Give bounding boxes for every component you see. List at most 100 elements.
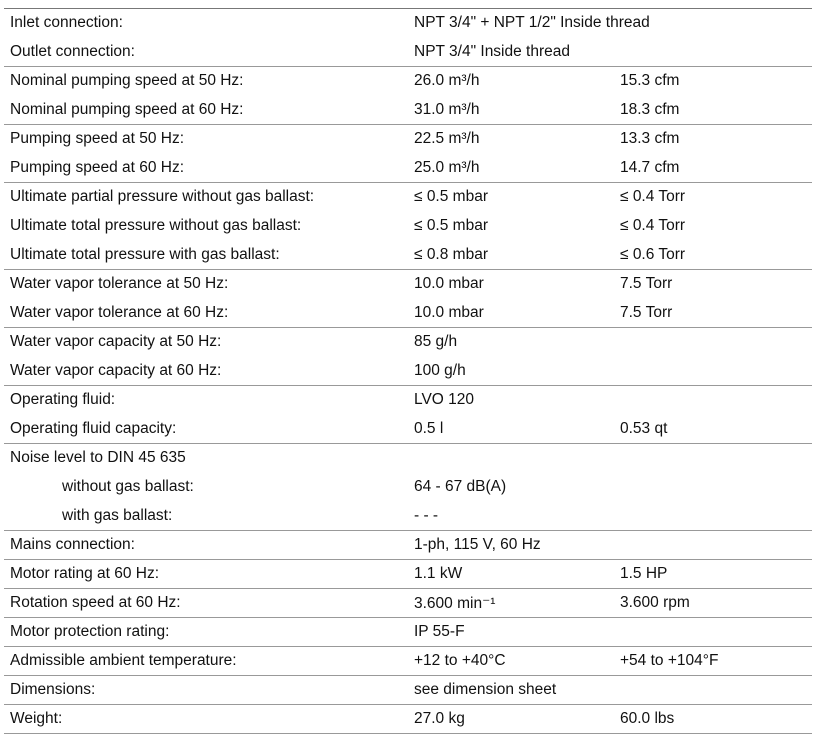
spec-label: Water vapor tolerance at 50 Hz: <box>10 275 229 293</box>
spec-value: 22.5 m³/h <box>414 130 480 148</box>
row-group: Ultimate partial pressure without gas ba… <box>4 183 812 270</box>
spec-value: 14.7 cfm <box>620 158 680 176</box>
spec-value: see dimension sheet <box>414 681 557 698</box>
spec-value: 60.0 lbs <box>620 710 675 727</box>
spec-value <box>614 328 812 357</box>
spec-label: Water vapor capacity at 60 Hz: <box>10 361 222 379</box>
spec-row: Outlet connection: NPT 3/4" Inside thread <box>4 38 812 67</box>
row-group: Dimensions: see dimension sheet <box>4 676 812 705</box>
spec-label: Pumping speed at 50 Hz: <box>10 130 185 148</box>
row-group: Weight: 27.0 kg 60.0 lbs <box>4 705 812 734</box>
spec-value: ≤ 0.5 mbar <box>414 217 488 234</box>
spec-row: Ultimate total pressure without gas ball… <box>4 212 812 241</box>
spec-label: Nominal pumping speed at 60 Hz: <box>10 100 244 118</box>
spec-row: Operating fluid: LVO 120 <box>4 386 812 415</box>
spec-value: 31.0 m³/h <box>414 100 480 118</box>
spec-value <box>614 473 812 502</box>
spec-value: ≤ 0.4 Torr <box>620 188 686 206</box>
spec-row: Water vapor tolerance at 60 Hz: 10.0 mbar… <box>4 299 812 328</box>
spec-row: Water vapor tolerance at 50 Hz: 10.0 mbar… <box>4 270 812 299</box>
spec-value: 1.1 kW <box>414 565 463 582</box>
spec-row: Pumping speed at 50 Hz: 22.5 m³/h 13.3 cfm <box>4 125 812 154</box>
spec-value <box>614 444 812 473</box>
spec-value: 3.600 min⁻¹ <box>414 594 496 612</box>
spec-value: LVO 120 <box>414 391 475 409</box>
spec-row: Motor rating at 60 Hz: 1.1 kW 1.5 HP <box>4 560 812 589</box>
spec-row: Nominal pumping speed at 60 Hz: 31.0 m³/h… <box>4 96 812 125</box>
spec-value <box>614 386 812 415</box>
spec-row: Dimensions: see dimension sheet <box>4 676 812 705</box>
spec-label: Operating fluid: <box>10 391 116 409</box>
spec-value: +12 to +40°C <box>414 652 506 669</box>
spec-value <box>614 502 812 531</box>
spec-row: Inlet connection: NPT 3/4" + NPT 1/2" Ins… <box>4 9 812 38</box>
row-group: Inlet connection: NPT 3/4" + NPT 1/2" Ins… <box>4 9 812 67</box>
spec-label: Mains connection: <box>10 536 135 553</box>
spec-value: NPT 3/4" Inside thread <box>414 42 570 60</box>
spec-label: Admissible ambient temperature: <box>10 652 237 669</box>
spec-value: ≤ 0.5 mbar <box>414 188 488 206</box>
spec-label: Dimensions: <box>10 681 96 698</box>
spec-row: Operating fluid capacity: 0.5 l 0.53 qt <box>4 415 812 444</box>
spec-label: Weight: <box>10 710 63 727</box>
spec-value: 10.0 mbar <box>414 275 484 293</box>
spec-value <box>408 444 614 473</box>
spec-row: with gas ballast: - - - <box>4 502 812 531</box>
spec-value: 18.3 cfm <box>620 100 680 118</box>
spec-row: Ultimate partial pressure without gas ba… <box>4 183 812 212</box>
spec-row: Pumping speed at 60 Hz: 25.0 m³/h 14.7 cfm <box>4 154 812 183</box>
spec-value: 25.0 m³/h <box>414 158 480 176</box>
row-group: Water vapor tolerance at 50 Hz: 10.0 mbar… <box>4 270 812 328</box>
spec-value: 7.5 Torr <box>620 275 673 293</box>
spec-label: Operating fluid capacity: <box>10 419 177 437</box>
spec-row: Water vapor capacity at 60 Hz: 100 g/h <box>4 357 812 386</box>
spec-value: 7.5 Torr <box>620 303 673 321</box>
spec-label: Nominal pumping speed at 50 Hz: <box>10 72 244 90</box>
spec-value: 85 g/h <box>414 333 458 351</box>
spec-label: Water vapor tolerance at 60 Hz: <box>10 303 229 321</box>
spec-row: Rotation speed at 60 Hz: 3.600 min⁻¹ 3.600… <box>4 589 812 618</box>
spec-row: Weight: 27.0 kg 60.0 lbs <box>4 705 812 734</box>
spec-row: without gas ballast: 64 - 67 dB(A) <box>4 473 812 502</box>
spec-label: with gas ballast: <box>62 506 173 524</box>
spec-label: Water vapor capacity at 50 Hz: <box>10 333 222 351</box>
row-group: Noise level to DIN 45 635 without gas bal… <box>4 444 812 531</box>
spec-label: Noise level to DIN 45 635 <box>10 449 186 467</box>
spec-value: 64 - 67 dB(A) <box>414 478 507 495</box>
spec-row: Motor protection rating: IP 55-F <box>4 618 812 647</box>
row-group: Admissible ambient temperature: +12 to +4… <box>4 647 812 676</box>
spec-value: 27.0 kg <box>414 710 465 727</box>
spec-value: NPT 3/4" + NPT 1/2" Inside thread <box>414 14 650 32</box>
spec-value: 10.0 mbar <box>414 303 484 321</box>
spec-row: Ultimate total pressure with gas ballast… <box>4 241 812 270</box>
spec-value <box>614 357 812 386</box>
row-group: Motor rating at 60 Hz: 1.1 kW 1.5 HP <box>4 560 812 589</box>
row-group: Water vapor capacity at 50 Hz: 85 g/h Wate… <box>4 328 812 386</box>
spec-value <box>614 618 812 647</box>
row-group: Operating fluid: LVO 120 Operating fluid c… <box>4 386 812 444</box>
spec-label: Ultimate total pressure with gas ballast… <box>10 245 280 263</box>
spec-value: 13.3 cfm <box>620 130 680 148</box>
spec-value: ≤ 0.4 Torr <box>620 217 686 234</box>
spec-value: +54 to +104°F <box>620 652 719 669</box>
spec-label: Motor protection rating: <box>10 623 170 640</box>
spec-label: Inlet connection: <box>10 14 123 32</box>
spec-value: ≤ 0.6 Torr <box>620 245 686 263</box>
row-group: Pumping speed at 50 Hz: 22.5 m³/h 13.3 cfm… <box>4 125 812 183</box>
spec-value: 100 g/h <box>414 361 466 379</box>
spec-value: 0.5 l <box>414 419 444 437</box>
spec-value: 1-ph, 115 V, 60 Hz <box>414 536 541 553</box>
spec-value: IP 55-F <box>414 623 465 640</box>
spec-label: Pumping speed at 60 Hz: <box>10 158 185 176</box>
spec-value: 15.3 cfm <box>620 72 680 90</box>
spec-value: - - - <box>414 506 439 524</box>
spec-row: Noise level to DIN 45 635 <box>4 444 812 473</box>
spec-row: Mains connection: 1-ph, 115 V, 60 Hz <box>4 531 812 560</box>
spec-value: 26.0 m³/h <box>414 72 480 90</box>
spec-row: Nominal pumping speed at 50 Hz: 26.0 m³/h… <box>4 67 812 96</box>
spec-table: Inlet connection: NPT 3/4" + NPT 1/2" Ins… <box>4 8 812 734</box>
spec-row: Water vapor capacity at 50 Hz: 85 g/h <box>4 328 812 357</box>
spec-label: Rotation speed at 60 Hz: <box>10 594 181 611</box>
spec-value: 3.600 rpm <box>620 594 690 611</box>
